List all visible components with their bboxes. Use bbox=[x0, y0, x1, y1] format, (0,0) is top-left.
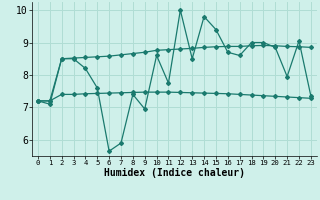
X-axis label: Humidex (Indice chaleur): Humidex (Indice chaleur) bbox=[104, 168, 245, 178]
